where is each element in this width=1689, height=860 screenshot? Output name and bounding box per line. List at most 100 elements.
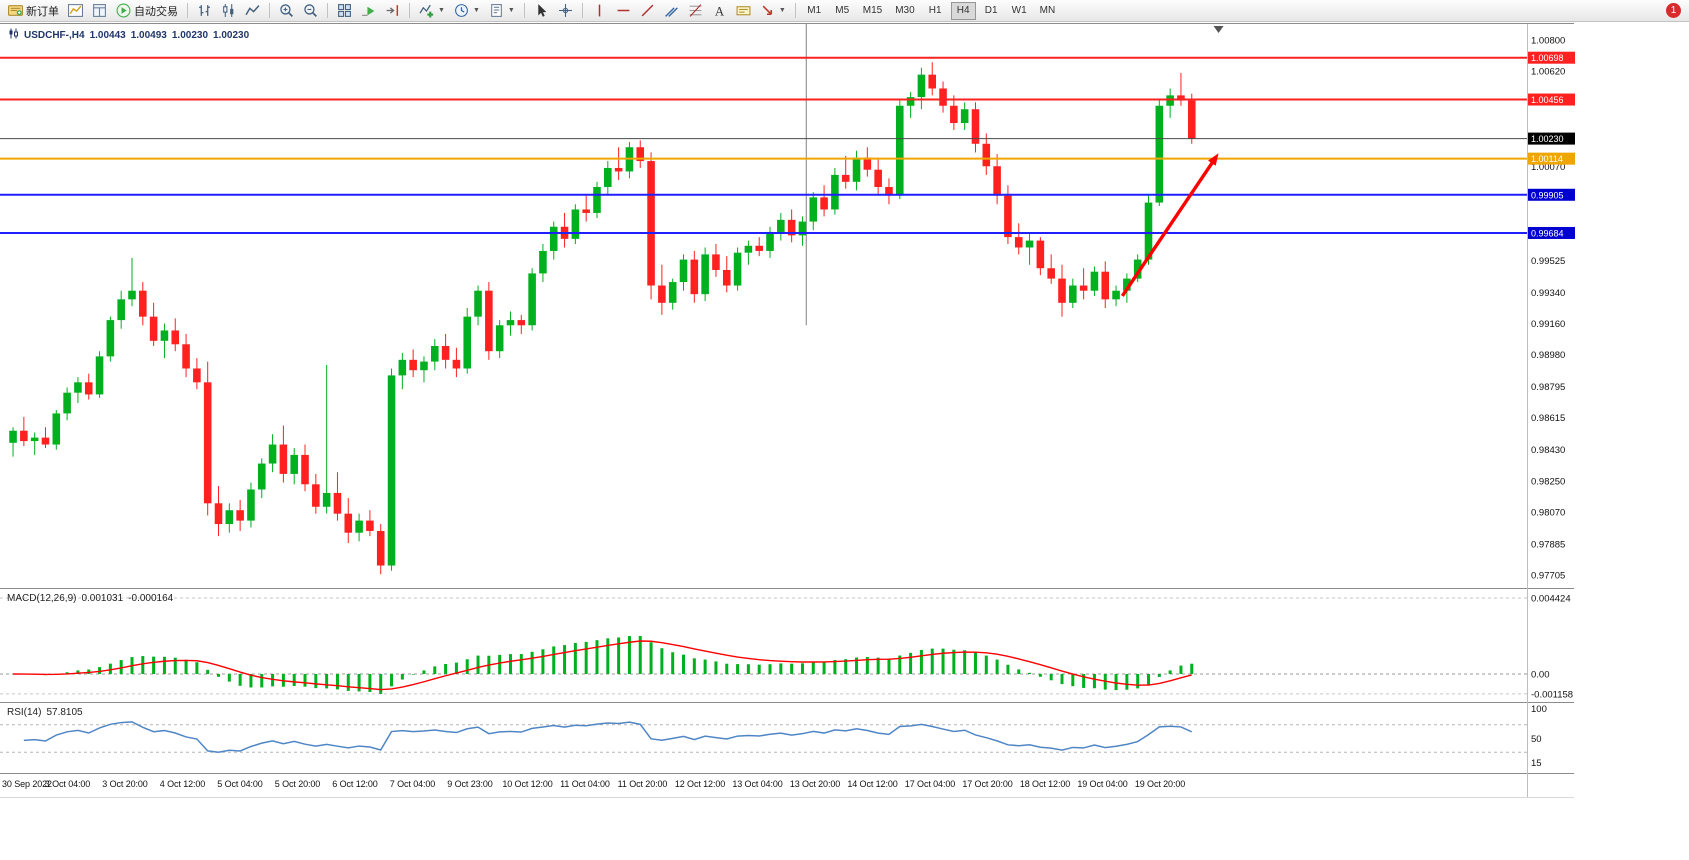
dropdown-caret-icon[interactable]: ▼ (507, 7, 515, 14)
timeframe-m1-button[interactable]: M1 (802, 2, 827, 20)
chart-shift-marker[interactable] (1213, 26, 1224, 33)
timeframe-m15-button[interactable]: M15 (858, 2, 887, 20)
trendline-icon (641, 4, 654, 17)
timeframe-m30-button[interactable]: M30 (890, 2, 919, 20)
chart-close-value: 1.00230 (213, 29, 250, 41)
horizontal-line-button[interactable] (612, 1, 635, 21)
bar-chart-icon (199, 5, 210, 16)
tile-windows-button[interactable] (333, 1, 356, 21)
trendline-button[interactable] (636, 1, 659, 21)
trend-arrow-head[interactable] (1208, 153, 1219, 166)
macd-signal-value: -0.000164 (128, 593, 174, 604)
time-label: 6 Oct 12:00 (332, 779, 378, 789)
timeframe-h1-button[interactable]: H1 (923, 2, 948, 20)
chart-open-value: 1.00443 (89, 29, 126, 41)
periods-button[interactable]: ▼ (450, 1, 484, 21)
toolbar: 新订单 自动交易 ▼ ▼ ▼ A ▼ M1 M5 M15 M30 H1 H4 D1 W1 MN 1 (0, 0, 1689, 22)
rsi-axis-label: 100 (1531, 704, 1547, 715)
templates-icon (491, 4, 502, 17)
text-button[interactable]: A (708, 1, 731, 21)
toolbar-separator (409, 3, 410, 18)
candlestick-chart-button[interactable] (217, 1, 240, 21)
notification-badge[interactable]: 1 (1666, 3, 1681, 18)
time-label: 19 Oct 20:00 (1135, 779, 1185, 789)
rsi-line (23, 721, 1193, 753)
auto-scroll-button[interactable] (357, 1, 380, 21)
timeframe-mn-button[interactable]: MN (1035, 2, 1061, 20)
rsi-label: RSI(14) 57.8105 (7, 707, 83, 718)
price-label: 0.98070 (1531, 507, 1565, 518)
chart-low-value: 1.00230 (171, 29, 209, 41)
support-line-2-badge-text: 0.99684 (1531, 228, 1564, 238)
toolbar-separator (794, 3, 796, 18)
dropdown-caret-icon[interactable]: ▼ (472, 7, 480, 14)
trend-arrow-object[interactable] (1120, 157, 1217, 297)
charts-button[interactable] (64, 1, 87, 21)
chart-window-icon (8, 28, 19, 42)
bar-chart-button[interactable] (193, 1, 216, 21)
svg-text:A: A (715, 4, 725, 18)
fibonacci-icon (689, 4, 702, 17)
resistance-line-2-badge (1528, 93, 1575, 106)
zoom-out-button[interactable] (299, 1, 322, 21)
arrows-button[interactable]: ▼ (756, 1, 790, 21)
zoom-in-icon (280, 4, 293, 17)
new-order-button[interactable]: 新订单 (4, 1, 63, 21)
price-label: 1.00620 (1531, 67, 1565, 78)
main-chart-panel[interactable] (9, 24, 1224, 575)
resistance-line-1-badge (1528, 51, 1575, 64)
bid-price-line-badge-text: 1.00230 (1531, 134, 1564, 144)
line-chart-button[interactable] (241, 1, 264, 21)
data-window-button[interactable] (88, 1, 111, 21)
macd-main-value: 0.001031 (81, 593, 124, 604)
timeframe-m5-button[interactable]: M5 (830, 2, 855, 20)
dropdown-caret-icon[interactable]: ▼ (438, 7, 445, 14)
vertical-line-button[interactable] (588, 1, 611, 21)
chart-shift-button[interactable] (381, 1, 404, 21)
price-label: 0.99525 (1531, 256, 1565, 267)
price-label: 0.98615 (1531, 413, 1565, 424)
arrows-icon (762, 5, 772, 16)
chart-shift-icon (386, 5, 399, 16)
panel-separators (0, 23, 1574, 798)
autotrading-button[interactable]: 自动交易 (112, 1, 182, 21)
price-label: 0.98430 (1531, 445, 1565, 456)
zoom-in-button[interactable] (275, 1, 298, 21)
macd-signal-line (13, 640, 1192, 691)
tile-windows-icon (338, 4, 351, 17)
indicators-button[interactable]: ▼ (415, 1, 449, 21)
time-label: 13 Oct 04:00 (732, 779, 782, 789)
price-label: 0.98250 (1531, 476, 1565, 487)
text-label-button[interactable] (732, 1, 755, 21)
bid-price-line-badge (1528, 132, 1575, 145)
chart-canvas[interactable]: 1.00800 1.00620 1.00070 0.99525 0.99340 0.991… (0, 22, 1689, 860)
toolbar-separator (581, 3, 583, 18)
toolbar-separator (523, 3, 525, 18)
candlestick-icon (223, 4, 234, 17)
timeframe-d1-button[interactable]: D1 (979, 2, 1004, 20)
channel-button[interactable] (660, 1, 683, 21)
price-scale[interactable]: 1.00800 1.00620 1.00070 0.99525 0.99340 0.991… (1528, 36, 1575, 770)
timeframe-w1-button[interactable]: W1 (1007, 2, 1032, 20)
macd-panel[interactable] (0, 597, 1527, 695)
time-label: 13 Oct 20:00 (790, 779, 840, 789)
time-label: 11 Oct 20:00 (618, 779, 668, 789)
time-label: 14 Oct 12:00 (847, 779, 897, 789)
chart-window[interactable]: 1.00800 1.00620 1.00070 0.99525 0.99340 0.991… (0, 22, 1689, 860)
crosshair-button[interactable] (554, 1, 577, 21)
indicators-icon (419, 4, 434, 18)
auto-scroll-icon (362, 6, 375, 16)
candlestick-series (9, 62, 1196, 575)
rsi-axis-label: 15 (1531, 758, 1542, 769)
dropdown-caret-icon[interactable]: ▼ (778, 7, 786, 14)
price-label: 0.97705 (1531, 571, 1565, 582)
templates-button[interactable]: ▼ (485, 1, 519, 21)
fibonacci-button[interactable] (684, 1, 707, 21)
pivot-line-badge (1528, 152, 1575, 165)
cursor-button[interactable] (530, 1, 553, 21)
rsi-panel[interactable] (0, 721, 1527, 753)
chart-objects[interactable] (0, 56, 1527, 297)
timeframe-h4-button[interactable]: H4 (950, 1, 976, 20)
price-label: 0.98980 (1531, 350, 1565, 361)
